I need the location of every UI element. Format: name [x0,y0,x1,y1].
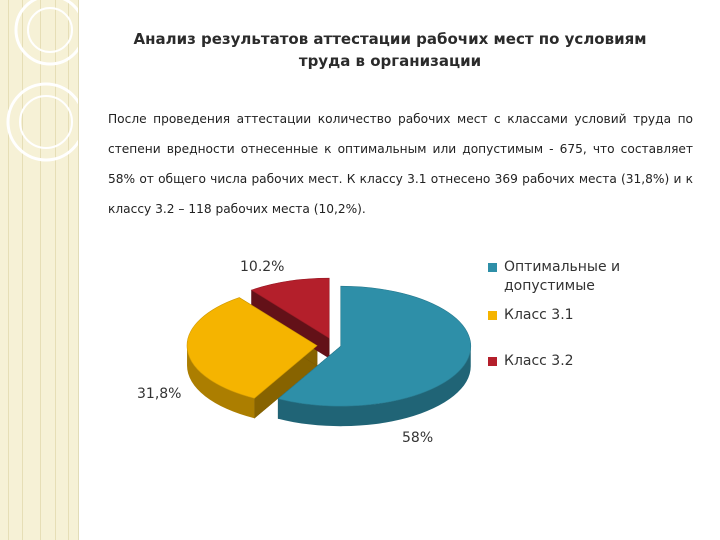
data-label-1: 58% [402,430,433,446]
legend-swatch-2 [488,311,497,320]
pie-slice-2 [186,297,318,399]
slide-title: Анализ результатов аттестации рабочих ме… [133,30,647,70]
legend-label-2: Класс 3.1 [504,307,574,323]
pie-slice-1 [277,285,471,407]
legend-swatch-1 [488,263,497,272]
decorative-circles [6,0,78,162]
data-label-3: 10.2% [240,259,284,275]
legend-swatch-3 [488,357,497,366]
legend-label-1: Оптимальные и допустимые [504,259,620,294]
decorative-side-strip [0,0,79,540]
pie-slice-3 [250,277,330,339]
data-label-2: 31,8% [137,386,181,402]
slide-paragraph: После проведения аттестации количество р… [108,112,693,216]
legend-label-3: Класс 3.2 [504,353,574,369]
